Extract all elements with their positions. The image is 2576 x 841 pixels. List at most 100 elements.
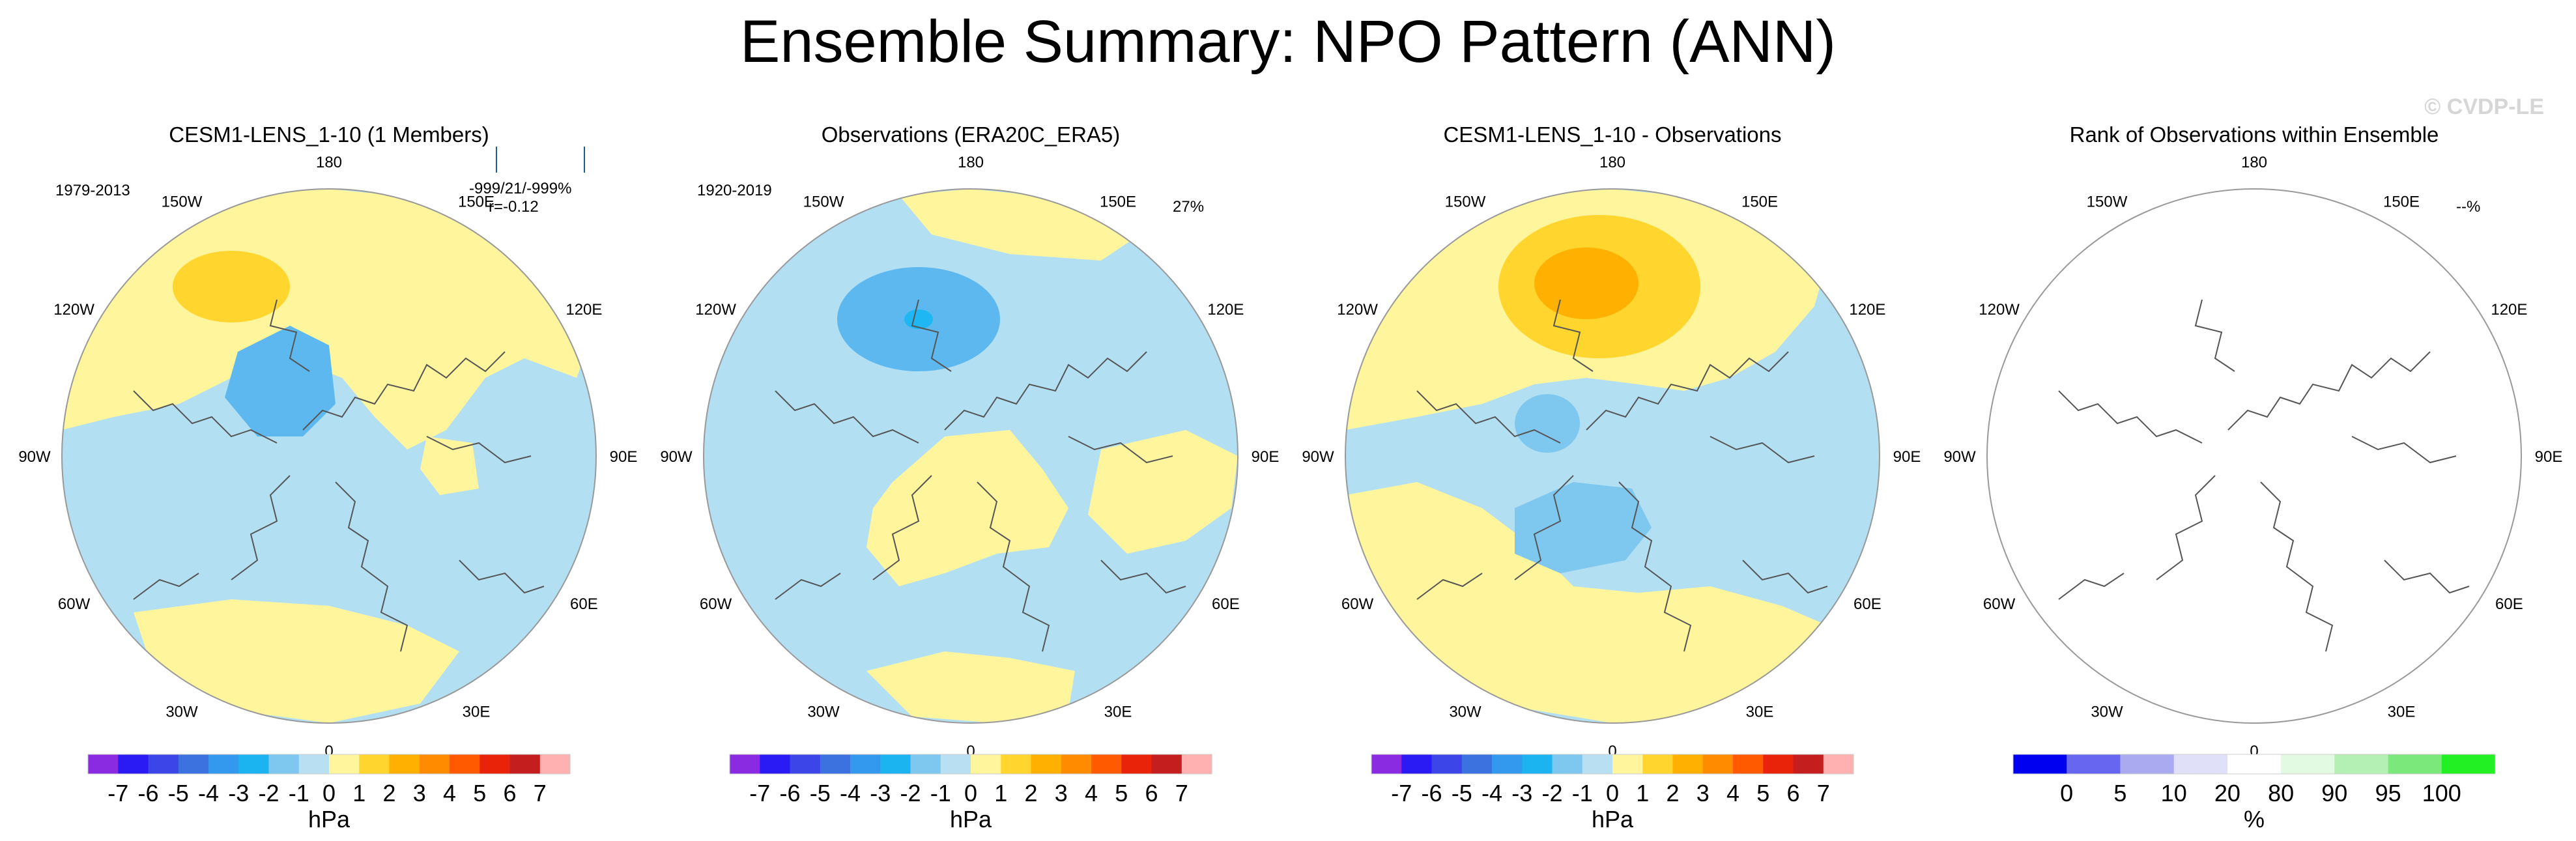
positive-region [134, 599, 459, 723]
percent-label: --% [2456, 198, 2480, 216]
colorbar-tick-label: 7 [1175, 780, 1188, 806]
colorbar-tick-label: -3 [1511, 780, 1532, 806]
colorbar-swatch [1823, 754, 1854, 774]
colorbar-tick-label: -3 [228, 780, 249, 806]
positive-region [866, 430, 1068, 586]
colorbar-tick-label: 6 [1145, 780, 1158, 806]
colorbar-swatch [2334, 754, 2388, 774]
watermark: © CVDP-LE [2424, 94, 2544, 119]
colorbar-swatch [910, 754, 941, 774]
figure-title: Ensemble Summary: NPO Pattern (ANN) [740, 8, 1836, 75]
colorbar-swatch [2067, 754, 2121, 774]
colorbar-swatch [2013, 754, 2067, 774]
low-center [225, 326, 336, 436]
colorbar-swatch [1793, 754, 1824, 774]
longitude-label: 180 [1599, 154, 1625, 171]
longitude-label: 90W [18, 448, 51, 466]
colorbar-tick-label: 4 [1726, 780, 1739, 806]
colorbar-tick-label: 7 [1817, 780, 1830, 806]
longitude-label: 150E [2383, 193, 2420, 211]
colorbar-tick-label: 95 [2375, 780, 2401, 806]
colorbar-swatch [359, 754, 390, 774]
colorbar-tick-label: -2 [1541, 780, 1562, 806]
longitude-label: 120E [565, 301, 602, 319]
longitude-label: 60W [700, 595, 732, 613]
colorbar-tick-label: 2 [382, 780, 395, 806]
colorbar-tick-label: 0 [964, 780, 977, 806]
colorbar-swatch [1061, 754, 1092, 774]
longitude-label: 60E [1853, 595, 1882, 613]
colorbar: -7 -6 -5 -4 -3 -2 -1 0 1 2 3 4 5 6 7 hPa [87, 754, 571, 833]
low-center [904, 309, 933, 329]
colorbar-swatch [1181, 754, 1212, 774]
colorbar-tick-label: 0 [1606, 780, 1619, 806]
high-center [1534, 248, 1639, 319]
colorbar-tick-label: -7 [749, 780, 770, 806]
colorbar-tick-label: 5 [473, 780, 486, 806]
longitude-label: 120W [53, 301, 94, 319]
longitude-label: 60E [2495, 595, 2523, 613]
map-border [1345, 188, 1880, 724]
field-background [1987, 189, 2521, 723]
colorbar-swatch [1763, 754, 1794, 774]
percent-label: 27% [1173, 198, 1204, 216]
colorbar-tick-label: -6 [779, 780, 800, 806]
longitude-label: 150E [458, 193, 494, 211]
map-border [61, 188, 597, 724]
colorbar-swatch [1431, 754, 1463, 774]
colorbar-swatch [88, 754, 119, 774]
colorbar-swatch [1733, 754, 1764, 774]
colorbar-swatch [940, 754, 971, 774]
positive-region [1345, 482, 1827, 723]
colorbar-swatch [971, 754, 1001, 774]
colorbar-tick-label: 4 [443, 780, 456, 806]
colorbar-swatch [238, 754, 270, 774]
longitude-label: 30W [165, 703, 198, 720]
colorbar-swatch [730, 754, 760, 774]
map-border [1986, 188, 2522, 724]
colorbar-tick-label: 3 [1055, 780, 1068, 806]
positive-region [420, 436, 479, 495]
longitude-label: 90W [660, 448, 693, 466]
longitude-label: 60W [1341, 595, 1374, 613]
colorbar-swatch [1642, 754, 1674, 774]
longitude-label: 150W [1445, 193, 1486, 211]
longitude-label: 120W [1337, 301, 1378, 319]
map-panel-1: CESM1-LENS_1-10 (1 Members) 180 150E 120E 90… [18, 122, 637, 833]
longitude-label: 30W [2091, 703, 2123, 720]
colorbar-tick-label: -1 [930, 780, 951, 806]
colorbar: -7 -6 -5 -4 -3 -2 -1 0 1 2 3 4 5 6 7 hPa [729, 754, 1212, 833]
map-border [703, 188, 1238, 724]
positive-region [62, 189, 596, 449]
colorbar-tick-label: -1 [289, 780, 309, 806]
positive-region [1088, 430, 1238, 554]
colorbar-swatch [1001, 754, 1032, 774]
colorbar-swatch [1371, 754, 1402, 774]
colorbar-swatch [148, 754, 179, 774]
colorbar-tick-label: -6 [137, 780, 158, 806]
colorbar-tick-label: -1 [1572, 780, 1593, 806]
colorbar-swatch [389, 754, 420, 774]
longitude-label: 90W [1302, 448, 1334, 466]
colorbar-tick-label: 10 [2161, 780, 2187, 806]
colorbar-tick-label: 1 [1636, 780, 1649, 806]
colorbar-units: hPa [1592, 806, 1634, 833]
colorbar-swatch [419, 754, 450, 774]
colorbar-swatch [1492, 754, 1523, 774]
longitude-label: 150W [162, 193, 203, 211]
colorbar-tick-label: 100 [2422, 780, 2461, 806]
colorbar-tick-label: 90 [2321, 780, 2347, 806]
colorbar-swatch [2173, 754, 2228, 774]
colorbar-swatch [2120, 754, 2175, 774]
colorbar-tick-label: -2 [258, 780, 279, 806]
colorbar-tick-label: 5 [1115, 780, 1128, 806]
colorbar-swatch [1121, 754, 1152, 774]
low-center [1515, 394, 1580, 453]
colorbar-tick-label: 5 [2113, 780, 2126, 806]
colorbar-tick-label: -4 [198, 780, 219, 806]
longitude-label: 60E [570, 595, 598, 613]
colorbar-tick-label: -5 [1452, 780, 1472, 806]
